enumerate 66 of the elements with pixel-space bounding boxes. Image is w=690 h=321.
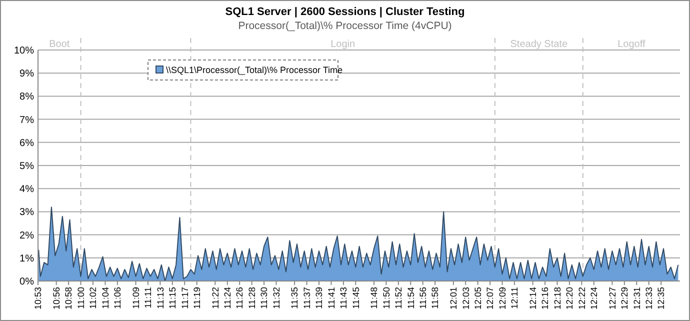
x-tick-label: 11:32 [271,287,282,309]
x-tick-label: 12:35 [656,287,666,310]
x-tick-label: 10:58 [64,287,74,310]
x-tick-label: 12:16 [540,287,550,310]
annotation: Boot [49,39,70,50]
x-tick-label: 11:11 [143,287,154,308]
y-tick-label: 9% [20,68,34,80]
x-tick-label: 11:15 [168,287,178,309]
x-tick-label: 11:09 [130,287,141,309]
legend-label: \\SQL1\Processor(_Total)\% Processor Time [166,65,343,76]
x-tick-label: 11:22 [210,287,220,309]
x-tick-label: 11:04 [100,287,110,309]
x-tick-label: 12:20 [564,287,575,310]
annotation: Login [330,39,356,50]
x-tick-label: 11:26 [234,287,245,309]
x-tick-label: 11:13 [155,287,166,309]
x-tick-label: 11:17 [180,287,190,309]
y-tick-label: 2% [20,230,34,242]
x-tick-label: 12:27 [607,287,618,310]
x-tick-label: 12:11 [510,287,520,309]
x-tick-label: 12:14 [528,287,538,310]
annotation: Steady State [510,39,568,50]
x-tick-label: 11:48 [369,287,380,309]
y-tick-label: 10% [14,46,34,56]
x-tick-label: 12:09 [497,287,508,310]
x-tick-label: 12:24 [589,287,600,310]
y-tick-label: 6% [20,138,34,149]
x-tick-label: 11:35 [290,287,300,309]
y-tick-label: 8% [20,92,34,103]
x-tick-label: 12:29 [620,287,630,310]
x-tick-label: 11:19 [192,287,202,309]
x-tick-label: 11:28 [246,287,257,309]
x-tick-label: 11:52 [394,287,404,309]
x-tick-label: 11:00 [76,287,86,309]
x-tick-label: 11:58 [430,287,440,309]
y-tick-label: 5% [20,161,34,172]
x-tick-label: 11:24 [222,287,233,309]
x-tick-label: 12:01 [448,287,459,310]
x-tick-label: 12:07 [485,287,496,310]
chart-subtitle: Processor(_Total)\% Processor Time (4vCPU) [238,20,452,32]
y-tick-label: 3% [20,207,34,218]
x-tick-label: 11:37 [302,287,312,309]
x-tick-label: 11:56 [418,287,428,309]
x-tick-label: 11:39 [314,287,324,309]
x-tick-label: 11:06 [112,287,123,309]
y-tick-label: 7% [20,114,34,126]
x-tick-label: 11:02 [88,287,98,309]
y-tick-label: 0% [20,276,34,288]
x-tick-label: 11:50 [381,287,392,309]
x-tick-label: 12:31 [632,287,642,310]
x-tick-label: 11:43 [338,287,349,309]
x-tick-label: 10:56 [51,287,62,310]
x-tick-label: 11:41 [326,287,336,309]
x-tick-label: 11:30 [259,287,270,309]
x-tick-label: 12:22 [576,287,587,310]
x-tick-label: 12:33 [644,287,654,310]
x-tick-label: 11:54 [406,287,416,309]
x-tick-label: 12:03 [460,287,471,310]
x-tick-label: 10:53 [33,287,44,310]
x-tick-label: 12:18 [552,287,562,310]
y-tick-label: 1% [20,253,34,264]
x-tick-label: 11:45 [350,287,361,309]
y-tick-label: 4% [20,184,34,196]
x-tick-label: 12:05 [472,287,483,310]
chart-title: SQL1 Server | 2600 Sessions | Cluster Testing [225,6,465,18]
annotation: Logoff [618,39,646,50]
